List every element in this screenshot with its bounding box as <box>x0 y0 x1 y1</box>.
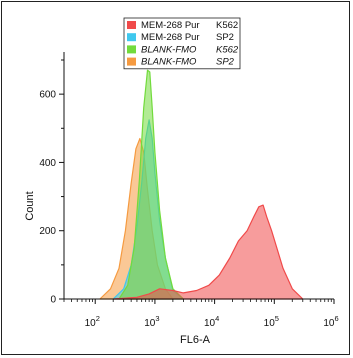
legend-sample: SP2 <box>216 32 234 43</box>
y-tick-label: 0 <box>50 295 56 306</box>
x-axis-label: FL6-A <box>180 334 211 346</box>
legend-sample: K562 <box>216 44 239 55</box>
legend-label: BLANK-FMO <box>141 44 197 55</box>
x-tick-label: 105 <box>264 314 279 329</box>
x-tick-label: 106 <box>323 314 338 329</box>
axes: 0 200 400 600 102 103 104 105 106 <box>39 52 339 329</box>
legend-swatch <box>127 57 136 66</box>
legend-label: MEM-268 Pur <box>141 32 200 43</box>
y-tick-label: 600 <box>39 90 56 101</box>
legend-swatch <box>127 45 136 54</box>
legend-label: MEM-268 Pur <box>141 20 200 31</box>
x-tick-label: 104 <box>204 314 219 329</box>
legend-box <box>123 17 241 70</box>
series-area-3 <box>118 69 184 300</box>
legend-sample: K562 <box>216 20 238 31</box>
series-areas <box>99 69 304 300</box>
x-tick-label: 103 <box>144 314 159 329</box>
chart-frame <box>1 1 350 355</box>
series-area-1 <box>112 204 304 300</box>
y-tick-label: 400 <box>39 158 56 169</box>
y-tick-label: 200 <box>39 226 56 237</box>
legend-label: BLANK-FMO <box>141 57 197 68</box>
legend-sample: SP2 <box>216 57 235 68</box>
y-axis-label: Count <box>24 191 36 220</box>
x-tick-label: 102 <box>85 314 100 329</box>
legend: MEM-268 Pur K562 MEM-268 Pur SP2 BLANK-FMO K5… <box>123 17 241 70</box>
legend-swatch <box>127 33 136 42</box>
legend-swatch <box>127 21 136 29</box>
